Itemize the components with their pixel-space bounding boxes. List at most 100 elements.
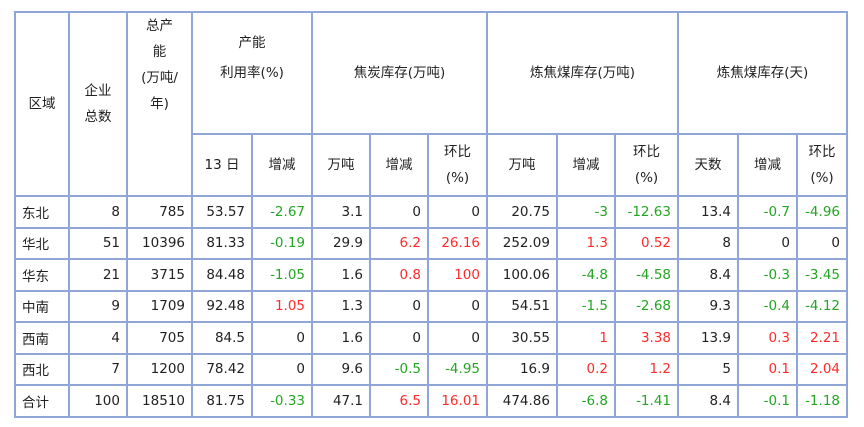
header-utilization: 产能 利用率(%) bbox=[191, 11, 313, 135]
region-cell: 华东 bbox=[14, 258, 70, 292]
value-cell: 1.3 bbox=[556, 226, 616, 260]
table-row: 西南 4 705 84.5 0 1.6 0 0 30.55 1 3.38 13.9 0.3 2.21 bbox=[14, 321, 848, 355]
region-cell: 东北 bbox=[14, 195, 70, 229]
subheader-4: 环比 (%) bbox=[427, 133, 488, 197]
value-cell: 3.1 bbox=[311, 195, 371, 229]
value-cell: 0 bbox=[427, 195, 488, 229]
subheader-2: 万吨 bbox=[311, 133, 371, 197]
value-cell: 47.1 bbox=[311, 384, 371, 418]
value-cell: 0 bbox=[369, 289, 429, 323]
value-cell: 51 bbox=[68, 226, 128, 260]
value-cell: -0.33 bbox=[251, 384, 313, 418]
value-cell: 10396 bbox=[126, 226, 193, 260]
value-cell: 1.6 bbox=[311, 321, 371, 355]
value-cell: -1.5 bbox=[556, 289, 616, 323]
value-cell: 18510 bbox=[126, 384, 193, 418]
subheader-1: 增减 bbox=[251, 133, 313, 197]
subheader-7: 环比 (%) bbox=[614, 133, 679, 197]
value-cell: 3.38 bbox=[614, 321, 679, 355]
header-coal-stock: 炼焦煤库存(万吨) bbox=[486, 11, 679, 135]
value-cell: 2.21 bbox=[796, 321, 848, 355]
value-cell: 13.9 bbox=[677, 321, 739, 355]
header-companies: 企业 总数 bbox=[68, 11, 128, 197]
value-cell: 16.9 bbox=[486, 352, 558, 386]
value-cell: 81.33 bbox=[191, 226, 253, 260]
header-coal-days: 炼焦煤库存(天) bbox=[677, 11, 848, 135]
value-cell: 3715 bbox=[126, 258, 193, 292]
value-cell: 26.16 bbox=[427, 226, 488, 260]
value-cell: 9.6 bbox=[311, 352, 371, 386]
value-cell: -4.95 bbox=[427, 352, 488, 386]
value-cell: 92.48 bbox=[191, 289, 253, 323]
subheader-9: 增减 bbox=[737, 133, 798, 197]
value-cell: 8 bbox=[68, 195, 128, 229]
value-cell: 2.04 bbox=[796, 352, 848, 386]
value-cell: -0.4 bbox=[737, 289, 798, 323]
value-cell: 100 bbox=[68, 384, 128, 418]
table-row: 华北 51 10396 81.33 -0.19 29.9 6.2 26.16 252.09 1.3… bbox=[14, 226, 848, 260]
value-cell: 252.09 bbox=[486, 226, 558, 260]
value-cell: 785 bbox=[126, 195, 193, 229]
subheader-3: 增减 bbox=[369, 133, 429, 197]
region-cell: 西北 bbox=[14, 352, 70, 386]
value-cell: -3.45 bbox=[796, 258, 848, 292]
table-row: 中南 9 1709 92.48 1.05 1.3 0 0 54.51 -1.5 -2.68 9.3 -0… bbox=[14, 289, 848, 323]
value-cell: 84.48 bbox=[191, 258, 253, 292]
region-cell: 西南 bbox=[14, 321, 70, 355]
value-cell: 100.06 bbox=[486, 258, 558, 292]
value-cell: -4.12 bbox=[796, 289, 848, 323]
value-cell: 0 bbox=[369, 321, 429, 355]
subheader-10: 环比 (%) bbox=[796, 133, 848, 197]
value-cell: 9 bbox=[68, 289, 128, 323]
table-row: 合计 100 18510 81.75 -0.33 47.1 6.5 16.01 474.86 -6… bbox=[14, 384, 848, 418]
subheader-8: 天数 bbox=[677, 133, 739, 197]
value-cell: 54.51 bbox=[486, 289, 558, 323]
value-cell: -6.8 bbox=[556, 384, 616, 418]
subheader-5: 万吨 bbox=[486, 133, 558, 197]
value-cell: 13.4 bbox=[677, 195, 739, 229]
value-cell: -4.96 bbox=[796, 195, 848, 229]
value-cell: -0.7 bbox=[737, 195, 798, 229]
value-cell: 81.75 bbox=[191, 384, 253, 418]
value-cell: -4.8 bbox=[556, 258, 616, 292]
value-cell: 84.5 bbox=[191, 321, 253, 355]
header-region: 区域 bbox=[14, 11, 70, 197]
value-cell: 0 bbox=[251, 321, 313, 355]
value-cell: 8 bbox=[677, 226, 739, 260]
value-cell: 0.1 bbox=[737, 352, 798, 386]
value-cell: -1.05 bbox=[251, 258, 313, 292]
value-cell: 0.3 bbox=[737, 321, 798, 355]
value-cell: 1200 bbox=[126, 352, 193, 386]
value-cell: 6.5 bbox=[369, 384, 429, 418]
value-cell: 5 bbox=[677, 352, 739, 386]
value-cell: 705 bbox=[126, 321, 193, 355]
value-cell: 8.4 bbox=[677, 384, 739, 418]
value-cell: -12.63 bbox=[614, 195, 679, 229]
value-cell: 20.75 bbox=[486, 195, 558, 229]
value-cell: 0.52 bbox=[614, 226, 679, 260]
subheader-6: 增减 bbox=[556, 133, 616, 197]
value-cell: -0.5 bbox=[369, 352, 429, 386]
value-cell: 1709 bbox=[126, 289, 193, 323]
value-cell: -2.68 bbox=[614, 289, 679, 323]
value-cell: 30.55 bbox=[486, 321, 558, 355]
value-cell: -4.58 bbox=[614, 258, 679, 292]
value-cell: 29.9 bbox=[311, 226, 371, 260]
value-cell: 0 bbox=[427, 289, 488, 323]
value-cell: 9.3 bbox=[677, 289, 739, 323]
coking-inventory-table: 区域 企业 总数 总产能 (万吨/年) 产能 利用率(%) 焦炭库存(万吨) 炼焦煤库… bbox=[14, 11, 848, 418]
value-cell: 0 bbox=[796, 226, 848, 260]
value-cell: 1 bbox=[556, 321, 616, 355]
value-cell: -0.1 bbox=[737, 384, 798, 418]
value-cell: 1.3 bbox=[311, 289, 371, 323]
value-cell: 0 bbox=[427, 321, 488, 355]
value-cell: -3 bbox=[556, 195, 616, 229]
table-row: 华东 21 3715 84.48 -1.05 1.6 0.8 100 100.06 -4.8 -4.… bbox=[14, 258, 848, 292]
region-cell: 中南 bbox=[14, 289, 70, 323]
value-cell: 0 bbox=[737, 226, 798, 260]
value-cell: 21 bbox=[68, 258, 128, 292]
value-cell: 474.86 bbox=[486, 384, 558, 418]
table-row: 东北 8 785 53.57 -2.67 3.1 0 0 20.75 -3 -12.63 13.4 -0… bbox=[14, 195, 848, 229]
value-cell: 78.42 bbox=[191, 352, 253, 386]
value-cell: 0 bbox=[251, 352, 313, 386]
